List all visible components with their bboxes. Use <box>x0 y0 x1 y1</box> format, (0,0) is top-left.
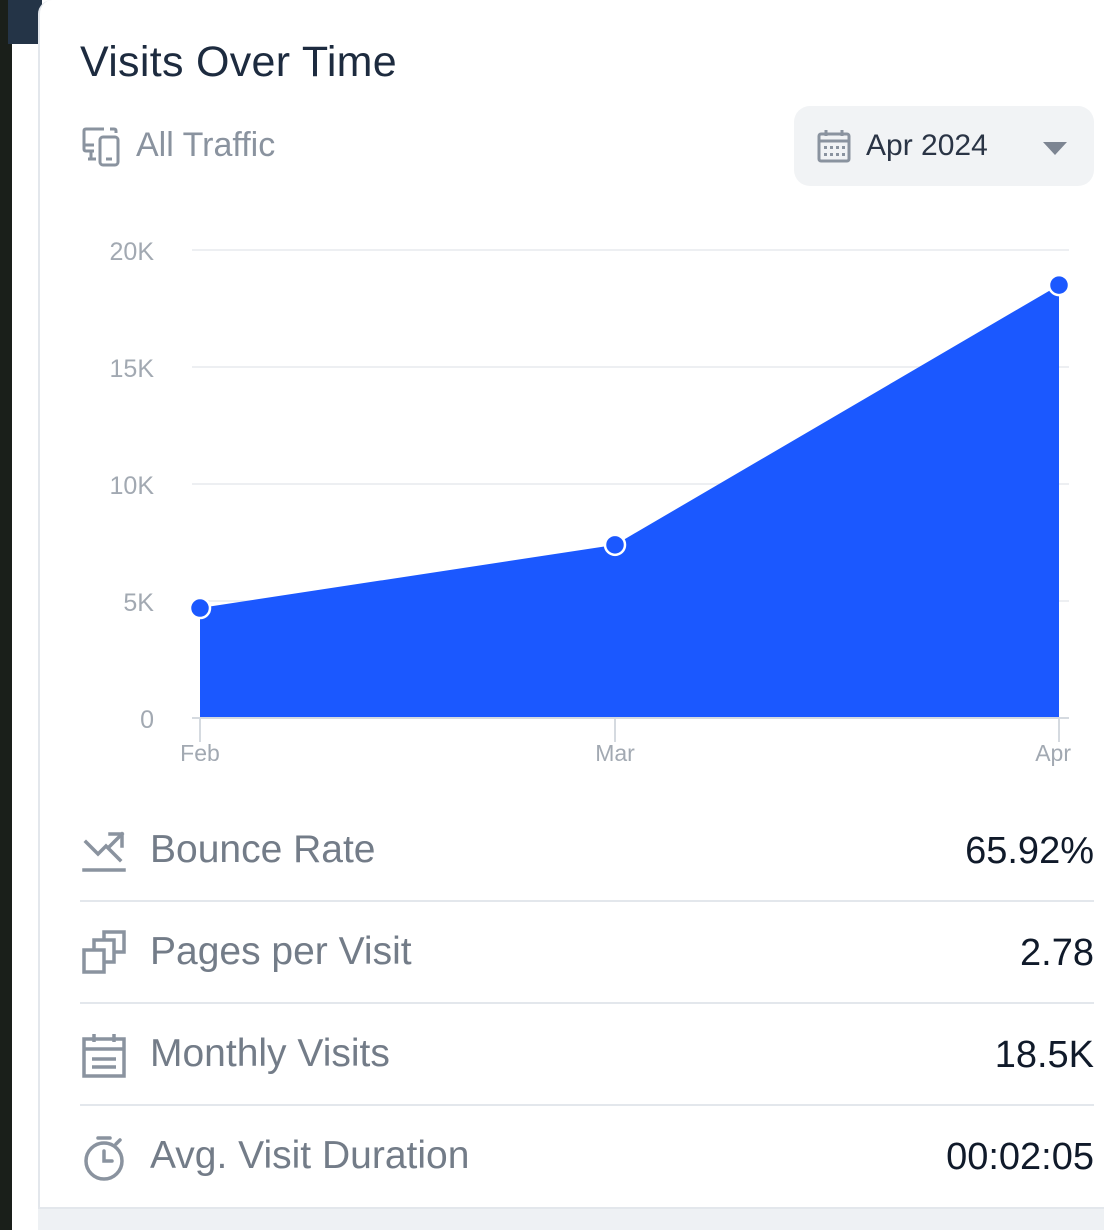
metric-value: 18.5K <box>994 1034 1094 1076</box>
metric-bounce-rate: Bounce Rate 65.92% <box>80 800 1094 902</box>
date-select[interactable]: Apr 2024 <box>794 106 1094 186</box>
traffic-filter-label: All Traffic <box>136 125 276 164</box>
x-tick-label: Apr <box>1035 740 1071 766</box>
y-tick-label: 10K <box>110 472 155 500</box>
series-area <box>200 285 1059 718</box>
chevron-down-icon <box>1043 142 1067 155</box>
card-title: Visits Over Time <box>80 38 398 86</box>
visits-chart: 0 5K 10K 15K 20K Feb Mar Apr <box>110 238 1072 766</box>
left-edge <box>0 0 12 1230</box>
y-tick-label: 20K <box>110 238 155 266</box>
calendar-icon <box>817 130 851 163</box>
metric-pages-per-visit: Pages per Visit 2.78 <box>80 902 1094 1004</box>
metric-label: Bounce Rate <box>150 828 376 871</box>
left-edge-accent <box>8 0 42 44</box>
metric-avg-visit-duration: Avg. Visit Duration 00:02:05 <box>80 1106 1094 1208</box>
bounce-icon <box>82 831 126 872</box>
metric-value: 2.78 <box>1020 932 1094 974</box>
metric-value: 00:02:05 <box>946 1136 1094 1178</box>
devices-icon <box>82 127 120 167</box>
metrics-list: Bounce Rate 65.92% Pages per Visit 2.78 … <box>80 800 1094 1208</box>
y-tick-label: 15K <box>110 355 155 383</box>
metric-value: 65.92% <box>965 830 1094 872</box>
y-tick-label: 0 <box>140 706 154 734</box>
data-point <box>1047 273 1071 297</box>
pages-icon <box>82 930 126 974</box>
metric-label: Monthly Visits <box>150 1032 390 1075</box>
date-select-value: Apr 2024 <box>866 129 988 162</box>
card-footer-edge <box>38 1207 1104 1230</box>
metric-label: Pages per Visit <box>150 930 412 973</box>
calendar-icon <box>82 1034 126 1078</box>
traffic-filter[interactable]: All Traffic <box>80 122 275 168</box>
x-tick-label: Feb <box>180 740 220 766</box>
stopwatch-icon <box>84 1136 124 1181</box>
metric-monthly-visits: Monthly Visits 18.5K <box>80 1004 1094 1106</box>
y-tick-label: 5K <box>123 589 154 617</box>
data-point <box>603 533 627 557</box>
data-point <box>188 596 212 620</box>
metric-label: Avg. Visit Duration <box>150 1134 470 1177</box>
x-tick-label: Mar <box>595 740 635 766</box>
